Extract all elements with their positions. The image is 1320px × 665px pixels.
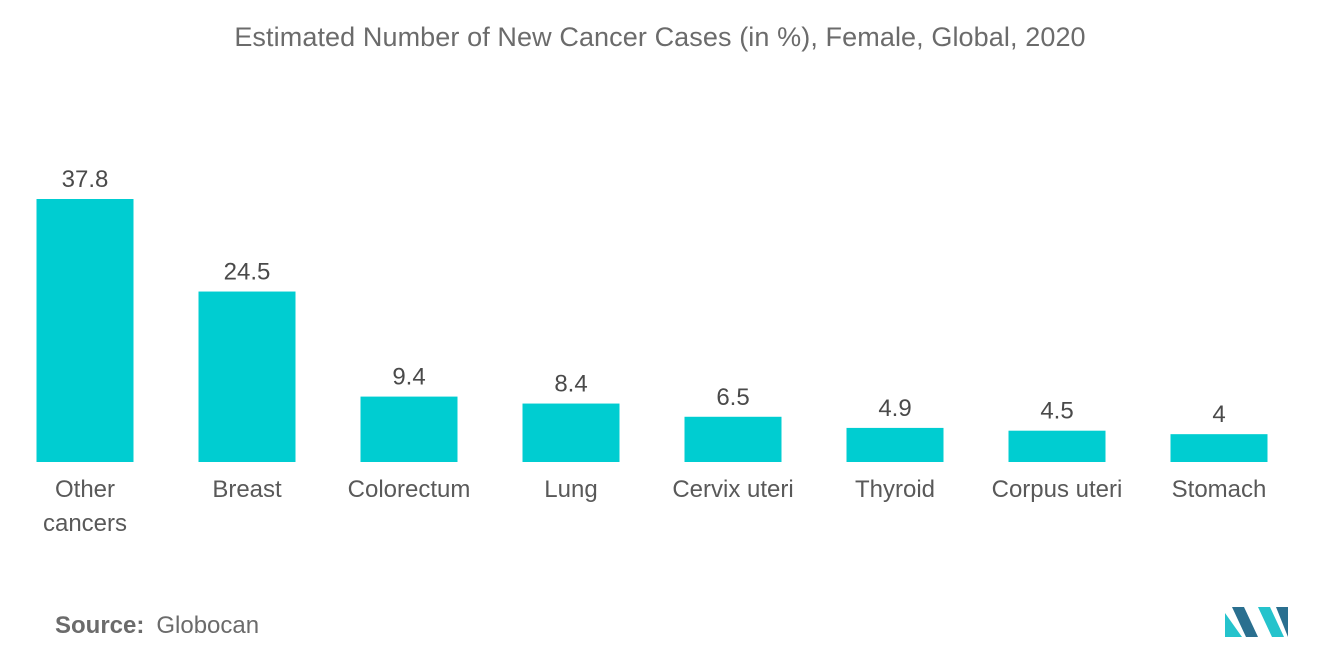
x-tick-label-2: Colorectum bbox=[348, 476, 471, 503]
x-tick-label-3: Lung bbox=[544, 476, 597, 503]
logo-shape-center-left bbox=[1232, 607, 1258, 637]
x-tick-label-6: Corpus uteri bbox=[992, 476, 1123, 503]
logo-shape-center-right bbox=[1258, 607, 1284, 637]
value-label-7: 4 bbox=[1212, 401, 1225, 428]
x-tick-label-1: Breast bbox=[212, 476, 282, 503]
source-note: Source: Globocan bbox=[55, 612, 259, 640]
value-label-1: 24.5 bbox=[224, 259, 271, 286]
chart-title: Estimated Number of New Cancer Cases (in… bbox=[234, 22, 1086, 52]
tick-labels-layer: Other cancers Breast Colorectum Lung Cervix u… bbox=[43, 476, 1266, 537]
value-label-4: 6.5 bbox=[716, 384, 749, 411]
bar-1 bbox=[198, 291, 296, 462]
bar-chart: 37.8 24.5 9.4 8.4 6.5 4.9 4.5 4 Other cancers Bre… bbox=[36, 166, 1268, 537]
x-tick-label-4: Cervix uteri bbox=[672, 476, 793, 503]
value-label-2: 9.4 bbox=[392, 364, 425, 391]
value-label-5: 4.9 bbox=[878, 395, 911, 422]
bar-5 bbox=[846, 427, 944, 462]
bar-4 bbox=[684, 416, 782, 462]
x-tick-label-5: Thyroid bbox=[855, 476, 935, 503]
value-labels-layer: 37.8 24.5 9.4 8.4 6.5 4.9 4.5 4 bbox=[62, 166, 1226, 428]
brand-logo-icon bbox=[1225, 607, 1288, 637]
logo-shape-right bbox=[1276, 607, 1288, 637]
bar-7 bbox=[1170, 434, 1268, 462]
bar-3 bbox=[522, 403, 620, 462]
x-tick-label-7: Stomach bbox=[1172, 476, 1267, 503]
source-value: Globocan bbox=[156, 612, 260, 639]
logo-shape-left bbox=[1225, 613, 1242, 637]
value-label-0: 37.8 bbox=[62, 166, 109, 193]
bar-2 bbox=[360, 396, 458, 462]
bar-0 bbox=[36, 199, 134, 462]
bars-layer bbox=[36, 199, 1268, 462]
value-label-6: 4.5 bbox=[1040, 398, 1073, 425]
x-tick-label-0: Other cancers bbox=[43, 476, 127, 537]
value-label-3: 8.4 bbox=[554, 371, 587, 398]
source-label: Source: bbox=[55, 612, 145, 639]
bar-6 bbox=[1008, 430, 1106, 462]
